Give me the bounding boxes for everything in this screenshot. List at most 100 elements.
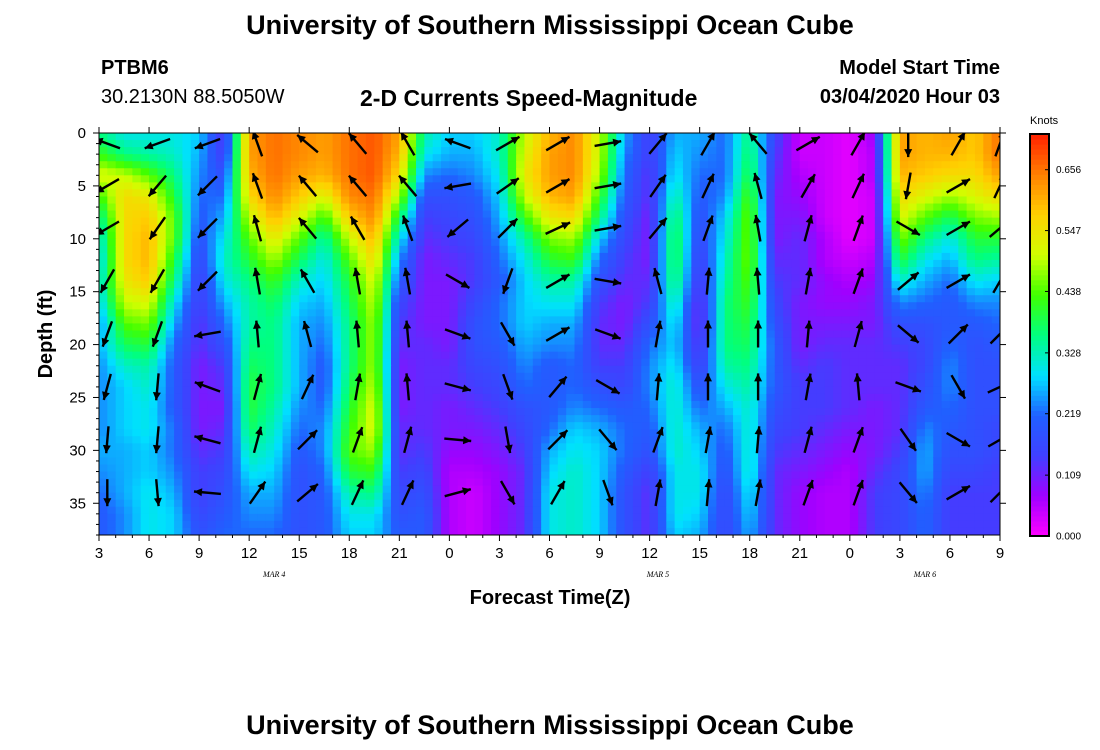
- heatmap-cell: [591, 422, 601, 430]
- heatmap-cell: [549, 323, 559, 332]
- heatmap-cell: [657, 147, 667, 155]
- heatmap-cell: [157, 478, 167, 487]
- heatmap-cell: [140, 527, 150, 535]
- heatmap-cell: [516, 393, 526, 402]
- heatmap-cell: [182, 422, 192, 430]
- heatmap-cell: [457, 506, 467, 515]
- heatmap-cell: [816, 140, 826, 148]
- heatmap-cell: [149, 161, 158, 169]
- heatmap-cell: [157, 422, 167, 430]
- heatmap-cell: [632, 464, 642, 473]
- heatmap-cell: [324, 168, 334, 176]
- heatmap-cell: [816, 147, 826, 155]
- heatmap-cell: [332, 316, 342, 325]
- heatmap-cell: [115, 457, 125, 466]
- heatmap-cell: [457, 252, 467, 261]
- heatmap-cell: [524, 281, 534, 289]
- heatmap-cell: [357, 316, 367, 325]
- heatmap-cell: [816, 245, 826, 254]
- heatmap-cell: [766, 471, 776, 480]
- heatmap-cell: [474, 344, 484, 353]
- heatmap-cell: [766, 133, 776, 141]
- heatmap-cell: [624, 401, 634, 409]
- heatmap-cell: [783, 499, 793, 508]
- heatmap-cell: [541, 196, 551, 205]
- heatmap-cell: [190, 372, 200, 381]
- heatmap-cell: [641, 464, 651, 473]
- heatmap-cell: [724, 274, 734, 282]
- heatmap-cell: [632, 478, 642, 487]
- heatmap-cell: [682, 231, 692, 240]
- heatmap-cell: [265, 245, 275, 254]
- heatmap-cell: [641, 274, 651, 282]
- heatmap-cell: [190, 217, 200, 226]
- heatmap-cell: [566, 415, 576, 423]
- heatmap-cell: [349, 259, 359, 268]
- heatmap-cell: [282, 337, 292, 346]
- heatmap-cell: [290, 527, 300, 535]
- heatmap-cell: [124, 281, 133, 289]
- heatmap-cell: [557, 259, 567, 268]
- heatmap-cell: [516, 386, 526, 395]
- heatmap-cell: [607, 450, 617, 459]
- heatmap-cell: [691, 379, 701, 388]
- heatmap-cell: [791, 464, 801, 473]
- heatmap-cell: [332, 527, 342, 535]
- heatmap-cell: [716, 154, 726, 162]
- heatmap-cell: [432, 372, 442, 381]
- heatmap-cell: [466, 161, 476, 169]
- heatmap-cell: [416, 393, 425, 402]
- heatmap-cell: [774, 238, 784, 247]
- heatmap-cell: [257, 358, 267, 367]
- heatmap-cell: [699, 274, 709, 282]
- heatmap-cell: [290, 267, 300, 275]
- heatmap-cell: [274, 295, 284, 303]
- heatmap-cell: [307, 478, 317, 487]
- heatmap-cell: [699, 252, 709, 261]
- heatmap-cell: [99, 316, 108, 325]
- heatmap-cell: [691, 513, 701, 522]
- heatmap-cell: [457, 203, 467, 212]
- heatmap-cell: [340, 351, 350, 360]
- heatmap-cell: [674, 499, 684, 508]
- heatmap-cell: [499, 210, 509, 219]
- heatmap-cell: [574, 189, 584, 198]
- heatmap-cell: [457, 513, 467, 522]
- heatmap-cell: [307, 154, 317, 162]
- heatmap-cell: [574, 408, 584, 416]
- heatmap-cell: [290, 175, 300, 183]
- heatmap-cell: [724, 288, 734, 296]
- heatmap-cell: [257, 295, 267, 303]
- heatmap-cell: [699, 365, 709, 374]
- heatmap-cell: [140, 408, 150, 416]
- heatmap-cell: [99, 288, 108, 296]
- heatmap-cell: [599, 499, 609, 508]
- heatmap-cell: [349, 520, 359, 529]
- heatmap-cell: [299, 196, 309, 205]
- heatmap-cell: [107, 408, 117, 416]
- heatmap-cell: [365, 415, 375, 423]
- heatmap-cell: [541, 422, 551, 430]
- heatmap-cell: [666, 245, 676, 254]
- heatmap-cell: [541, 401, 551, 409]
- heatmap-cell: [324, 316, 334, 325]
- heatmap-cell: [99, 457, 108, 466]
- heatmap-cell: [457, 478, 467, 487]
- heatmap-cell: [507, 189, 517, 198]
- heatmap-cell: [174, 302, 184, 310]
- heatmap-cell: [324, 161, 334, 169]
- heatmap-cell: [115, 527, 125, 535]
- heatmap-cell: [532, 365, 542, 374]
- heatmap-cell: [799, 147, 809, 155]
- heatmap-cell: [190, 245, 200, 254]
- heatmap-cell: [708, 351, 717, 360]
- heatmap-cell: [115, 372, 125, 381]
- heatmap-cell: [249, 443, 259, 451]
- heatmap-cell: [282, 506, 292, 515]
- heatmap-cell: [682, 351, 692, 360]
- heatmap-cell: [791, 295, 801, 303]
- heatmap-cell: [390, 217, 400, 226]
- heatmap-cell: [424, 154, 434, 162]
- heatmap-cell: [257, 372, 267, 381]
- heatmap-cell: [816, 478, 826, 487]
